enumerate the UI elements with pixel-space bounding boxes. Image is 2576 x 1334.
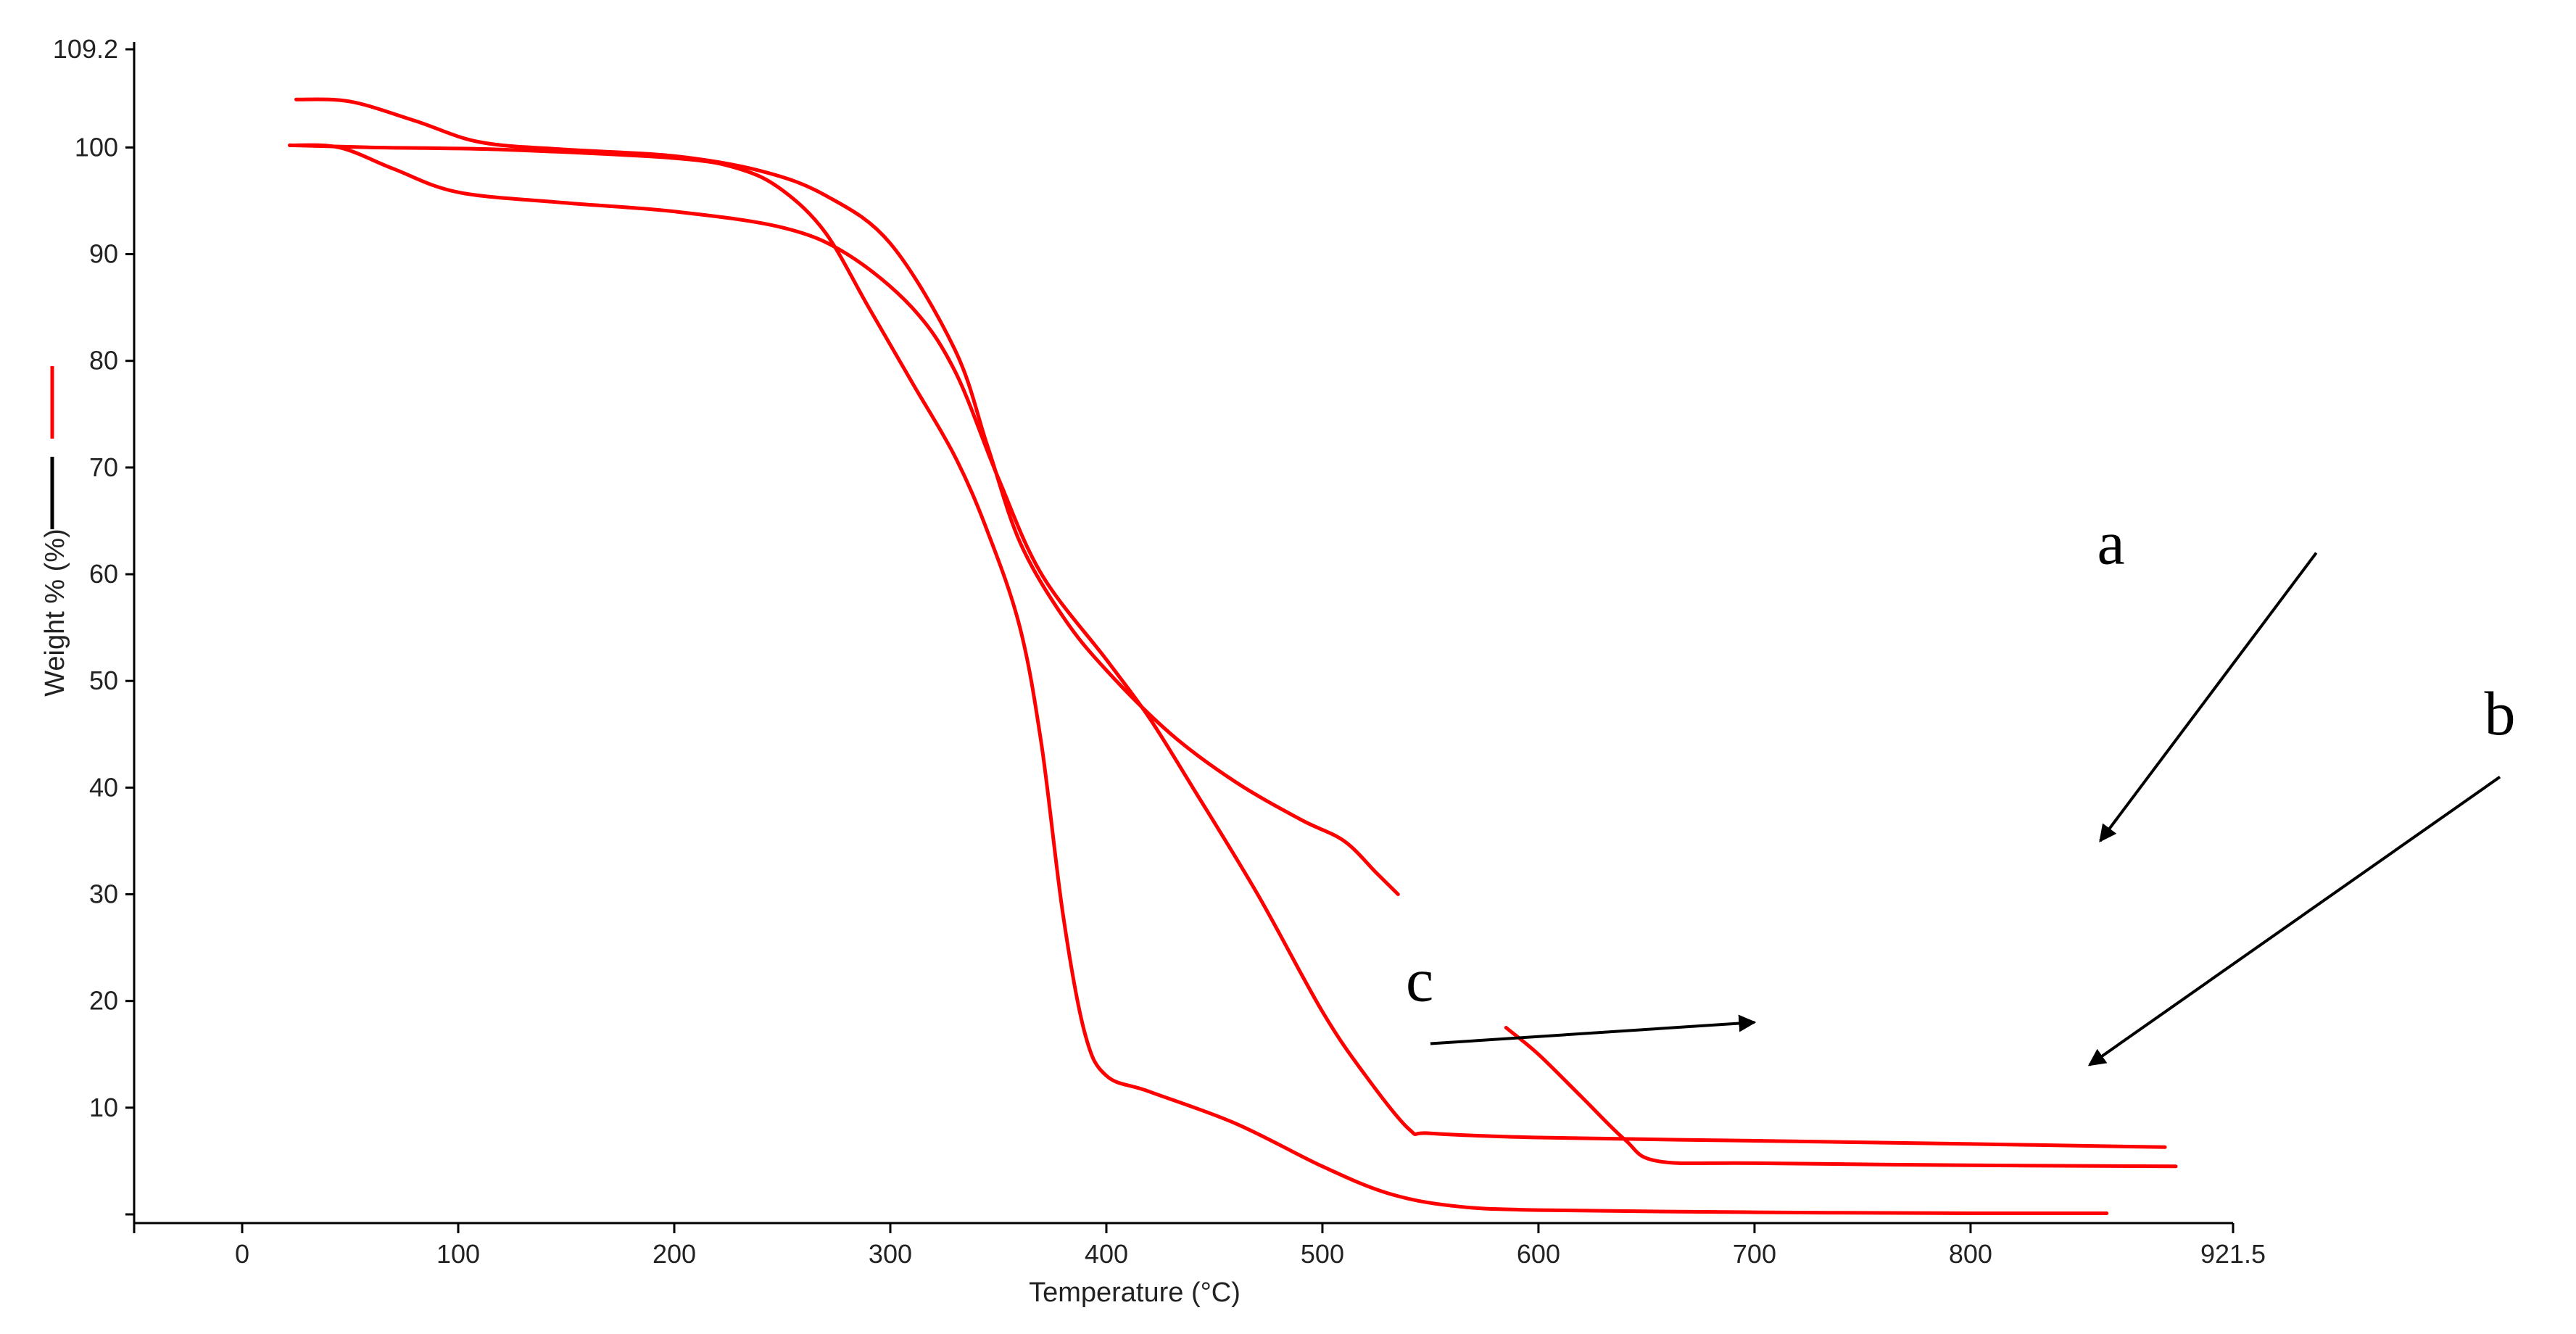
x-tick-label: 600 xyxy=(1517,1239,1560,1269)
y-tick-label: 40 xyxy=(89,772,118,802)
x-tick-label: 200 xyxy=(653,1239,696,1269)
series-layer xyxy=(288,97,2178,1216)
x-tick-label: 100 xyxy=(436,1239,480,1269)
annotation-arrow-3 xyxy=(1430,1014,1757,1045)
y-tick-label: 20 xyxy=(89,986,118,1016)
annotation-arrow-2 xyxy=(2087,776,2501,1066)
y-tick-label: 90 xyxy=(89,239,118,269)
y-tick-label: 80 xyxy=(89,346,118,376)
y-axis-title: Weight % (%) xyxy=(40,529,70,697)
annotation-label-b: b xyxy=(2485,679,2516,748)
series-line-1 xyxy=(294,97,1400,896)
x-tick-label: 700 xyxy=(1733,1239,1776,1269)
x-tick-label: 500 xyxy=(1301,1239,1344,1269)
axes: 0 100 200 300 400 500 600 700 800 921.5 10 20 30 40 50… xyxy=(53,34,2266,1269)
y-tick-label: 70 xyxy=(89,452,118,482)
x-tick-label: 0 xyxy=(235,1239,249,1269)
y-tick-label: 109.2 xyxy=(53,34,118,64)
annotation-label-a: a xyxy=(2097,508,2125,577)
y-tick-label: 50 xyxy=(89,666,118,695)
y-tick-label: 10 xyxy=(89,1093,118,1122)
series-line-4 xyxy=(1504,1026,2178,1169)
series-line-2 xyxy=(288,143,2109,1216)
y-tick-label: 30 xyxy=(89,879,118,909)
x-tick-label: 400 xyxy=(1085,1239,1128,1269)
x-tick-label: 921.5 xyxy=(2200,1239,2266,1269)
y-tick-label: 60 xyxy=(89,559,118,589)
annotation-layer: a b c xyxy=(1406,508,2516,1066)
x-tick-label: 800 xyxy=(1949,1239,1992,1269)
annotation-arrow-1 xyxy=(2099,552,2318,842)
series-line-3 xyxy=(288,143,2167,1149)
x-tick-label: 300 xyxy=(869,1239,912,1269)
annotation-label-c: c xyxy=(1406,945,1433,1015)
x-axis-title: Temperature (°C) xyxy=(1029,1277,1241,1308)
y-tick-label: 100 xyxy=(75,132,118,162)
